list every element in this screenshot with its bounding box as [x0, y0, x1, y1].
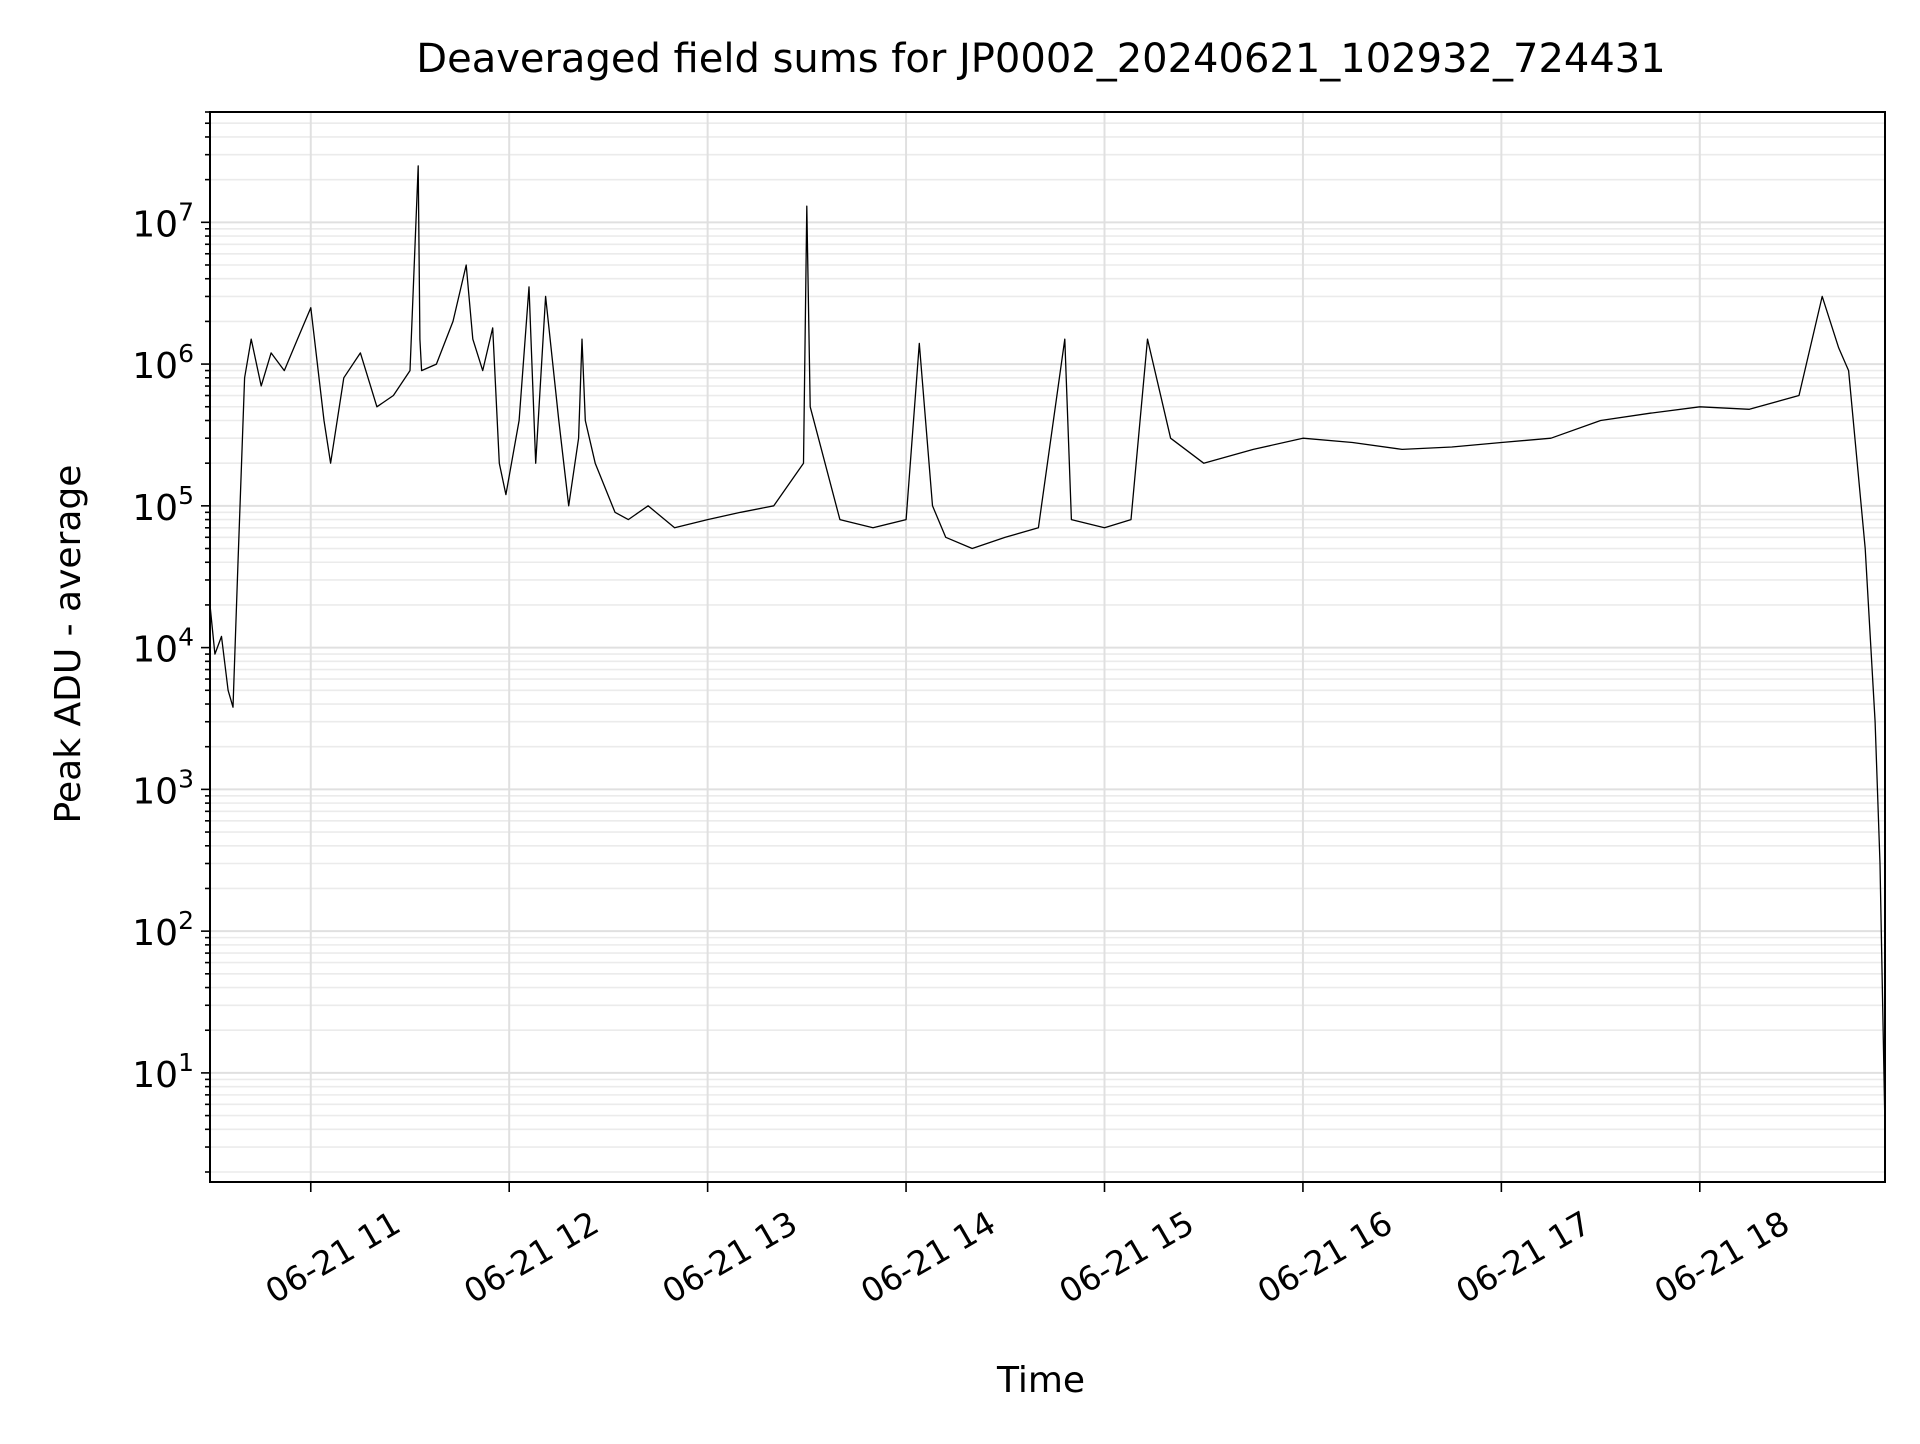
y-tick-label-exponent: 6 — [178, 339, 194, 368]
grid-lines — [210, 111, 1885, 1182]
y-tick-label-base: 10 — [132, 630, 178, 671]
y-tick-label-exponent: 1 — [178, 1048, 194, 1077]
series-line — [209, 165, 1886, 1130]
y-tick-label: 105 — [132, 481, 194, 529]
y-tick-label: 102 — [132, 906, 194, 954]
plot-frame — [209, 111, 1886, 1183]
y-tick-label-exponent: 2 — [178, 906, 194, 935]
y-axis-label: Peak ADU - average — [48, 465, 89, 824]
y-tick-label: 106 — [132, 339, 194, 387]
y-tick-label-exponent: 5 — [178, 481, 194, 510]
y-tick-label-base: 10 — [132, 204, 178, 245]
y-tick-label: 101 — [132, 1048, 194, 1096]
x-axis-label: Time — [996, 1360, 1085, 1401]
y-tick-label: 103 — [132, 764, 194, 812]
y-tick-label-exponent: 3 — [178, 764, 194, 793]
y-tick-label-base: 10 — [132, 346, 178, 387]
y-tick-label-base: 10 — [132, 1055, 178, 1096]
y-tick-label-exponent: 4 — [178, 623, 194, 652]
y-tick-label: 107 — [132, 197, 194, 245]
y-tick-label-base: 10 — [132, 488, 178, 529]
y-tick-label: 104 — [132, 623, 194, 671]
y-tick-label-base: 10 — [132, 771, 178, 812]
chart-title: Deaveraged field sums for JP0002_2024062… — [416, 36, 1665, 82]
y-tick-label-base: 10 — [132, 913, 178, 954]
y-tick-label-exponent: 7 — [178, 197, 194, 226]
